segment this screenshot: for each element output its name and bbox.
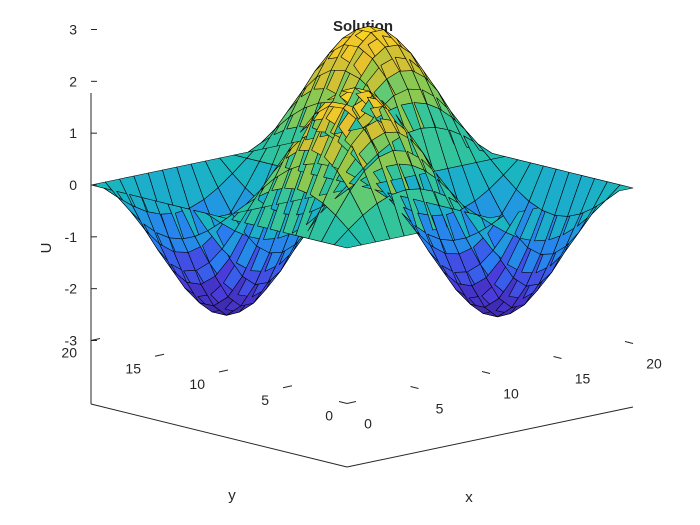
z-tick-label: -2	[65, 281, 78, 297]
x-tick-label: 15	[575, 371, 591, 387]
y-axis-label: y	[228, 487, 236, 504]
y-tick-label: 10	[189, 376, 205, 392]
y-tick-label: 20	[61, 345, 77, 361]
y-tick-mark	[90, 338, 101, 341]
x-tick-mark	[553, 356, 562, 359]
x-tick-mark	[410, 386, 419, 389]
z-tick-label: -1	[65, 229, 78, 245]
x-axis-label: x	[465, 489, 473, 506]
x-tick-mark	[481, 371, 491, 374]
z-tick-label: 0	[69, 177, 77, 193]
z-tick-label: 1	[69, 125, 77, 141]
y-tick-label: 5	[261, 392, 269, 408]
z-tick-label: -3	[65, 333, 78, 349]
x-tick-label: 20	[646, 356, 662, 372]
surface-plot	[90, 25, 634, 318]
x-tick-mark	[624, 341, 634, 344]
z-tick-label: 2	[69, 73, 77, 89]
x-tick-label: 10	[503, 386, 519, 402]
y-tick-mark	[154, 353, 165, 357]
y-tick-label: 0	[325, 408, 333, 424]
z-axis-label: U	[38, 243, 55, 254]
y-tick-mark	[218, 369, 229, 373]
y-tick-mark	[282, 385, 293, 389]
y-tick-mark	[346, 401, 357, 404]
surface-patch	[605, 184, 634, 201]
y-tick-label: 15	[125, 360, 141, 376]
y-axis-line	[90, 403, 348, 468]
x-tick-mark	[338, 401, 348, 404]
x-axis-line	[346, 406, 634, 468]
x-tick-label: 5	[436, 401, 444, 417]
x-tick-label: 0	[364, 416, 372, 432]
z-tick-label: 3	[69, 22, 77, 38]
